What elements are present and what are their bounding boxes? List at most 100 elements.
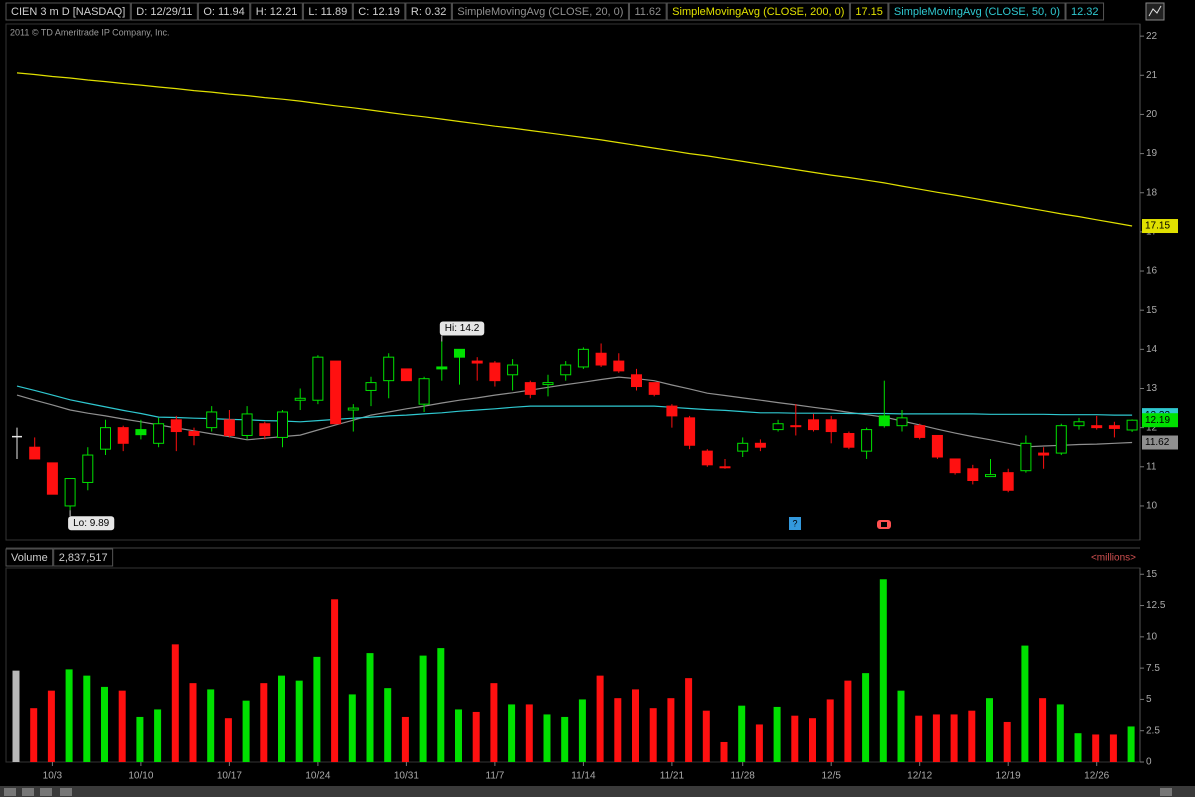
x-tick-label: 12/19 bbox=[996, 771, 1021, 782]
volume-header-box bbox=[53, 548, 114, 567]
y-tick-label: 7.5 bbox=[1146, 663, 1160, 674]
header-item: C: 12.19 bbox=[358, 6, 400, 18]
scroll-button[interactable] bbox=[60, 788, 72, 796]
candle-body bbox=[666, 405, 678, 417]
candle-body bbox=[631, 374, 642, 388]
x-tick-label: 10/10 bbox=[128, 771, 153, 782]
header-box bbox=[5, 2, 131, 21]
volume-bar bbox=[702, 710, 710, 762]
volume-bar bbox=[596, 675, 604, 762]
candle-body bbox=[949, 458, 961, 474]
volume-bar bbox=[295, 680, 303, 762]
scroll-button[interactable] bbox=[22, 788, 34, 796]
candle-body bbox=[418, 378, 430, 405]
moving-average-line bbox=[16, 385, 1133, 423]
volume-bar bbox=[862, 673, 870, 762]
y-tick-label: 20 bbox=[1146, 109, 1158, 120]
candle-body bbox=[507, 364, 519, 376]
volume-bar bbox=[260, 683, 268, 762]
event-icon[interactable] bbox=[789, 517, 801, 530]
candle-body bbox=[400, 368, 412, 382]
volume-bar bbox=[419, 655, 427, 762]
candle-body bbox=[277, 411, 288, 438]
candle-body bbox=[100, 427, 111, 450]
candle-body bbox=[46, 462, 58, 495]
volume-bar bbox=[331, 599, 339, 762]
y-tick-label: 12.5 bbox=[1146, 600, 1166, 611]
candle-body bbox=[790, 425, 802, 428]
header-item: L: 11.89 bbox=[308, 6, 347, 18]
y-tick-label: 15 bbox=[1146, 305, 1158, 316]
volume-bar bbox=[915, 715, 923, 762]
volume-bar bbox=[614, 698, 622, 762]
candle-body bbox=[64, 478, 76, 507]
header-box bbox=[352, 2, 406, 21]
volume-bar bbox=[1056, 704, 1064, 762]
candle-body bbox=[1055, 425, 1067, 454]
volume-bar bbox=[667, 698, 675, 762]
y-tick-label: 16 bbox=[1146, 266, 1158, 277]
y-tick-label: 2.5 bbox=[1146, 725, 1160, 736]
volume-bar bbox=[101, 686, 108, 762]
volume-bar bbox=[968, 710, 976, 762]
header-box bbox=[849, 2, 889, 21]
y-tick-label: 0 bbox=[1146, 757, 1152, 768]
header-box bbox=[302, 2, 353, 21]
candle-body bbox=[560, 364, 572, 376]
candle-body bbox=[312, 356, 324, 401]
price-marker-label: 17.15 bbox=[1145, 221, 1170, 232]
volume-bar bbox=[1039, 698, 1047, 762]
volume-header-item: 2,837,517 bbox=[59, 552, 108, 564]
header-item: SimpleMovingAvg (CLOSE, 200, 0) bbox=[672, 6, 844, 18]
candle-body bbox=[471, 360, 483, 364]
volume-header-box bbox=[5, 548, 54, 567]
header-box bbox=[1065, 2, 1105, 21]
annotation: Lo: 9.89 bbox=[73, 518, 110, 529]
scroll-button[interactable] bbox=[1160, 788, 1172, 796]
y-tick-label: 10 bbox=[1146, 501, 1158, 512]
scroll-button[interactable] bbox=[40, 788, 52, 796]
candle-body bbox=[648, 382, 660, 395]
candle-body bbox=[489, 362, 501, 382]
header-box bbox=[250, 2, 303, 21]
volume-bar bbox=[826, 699, 834, 762]
candle-body bbox=[170, 419, 182, 433]
candle-body bbox=[577, 348, 589, 368]
volume-bar bbox=[773, 706, 781, 762]
x-tick-label: 10/24 bbox=[305, 771, 330, 782]
volume-bar bbox=[1021, 645, 1029, 762]
scroll-bar[interactable] bbox=[0, 786, 1195, 797]
volume-bar bbox=[685, 678, 693, 762]
candle-body bbox=[985, 474, 996, 478]
volume-bar bbox=[1074, 733, 1082, 762]
volume-bar bbox=[366, 653, 374, 762]
header-item: D: 12/29/11 bbox=[136, 6, 192, 18]
candle-body bbox=[365, 382, 377, 391]
candle-body bbox=[808, 419, 819, 431]
y-tick-label: 10 bbox=[1146, 631, 1158, 642]
price-marker bbox=[1142, 413, 1178, 428]
price-marker bbox=[1142, 435, 1178, 450]
candle-body bbox=[1126, 419, 1138, 431]
volume-bar bbox=[65, 669, 73, 762]
header-box bbox=[666, 2, 850, 21]
volume-bar bbox=[47, 690, 55, 762]
candle-body bbox=[135, 429, 147, 436]
header-item: 11.62 bbox=[634, 6, 661, 18]
volume-bar bbox=[83, 675, 91, 762]
volume-bar bbox=[508, 704, 516, 762]
scroll-button[interactable] bbox=[4, 788, 16, 796]
y-tick-label: 21 bbox=[1146, 70, 1158, 81]
header-box bbox=[451, 2, 629, 21]
volume-unit: <millions> bbox=[1091, 553, 1136, 564]
y-tick-label: 19 bbox=[1146, 148, 1158, 159]
candle-body bbox=[737, 442, 749, 452]
volume-bar bbox=[986, 698, 993, 762]
candle-body bbox=[347, 407, 359, 411]
candle-body bbox=[188, 431, 200, 436]
y-tick-label: 18 bbox=[1146, 187, 1158, 198]
volume-bar bbox=[755, 724, 763, 762]
y-tick-label: 14 bbox=[1146, 344, 1158, 355]
volume-bar bbox=[950, 714, 958, 762]
